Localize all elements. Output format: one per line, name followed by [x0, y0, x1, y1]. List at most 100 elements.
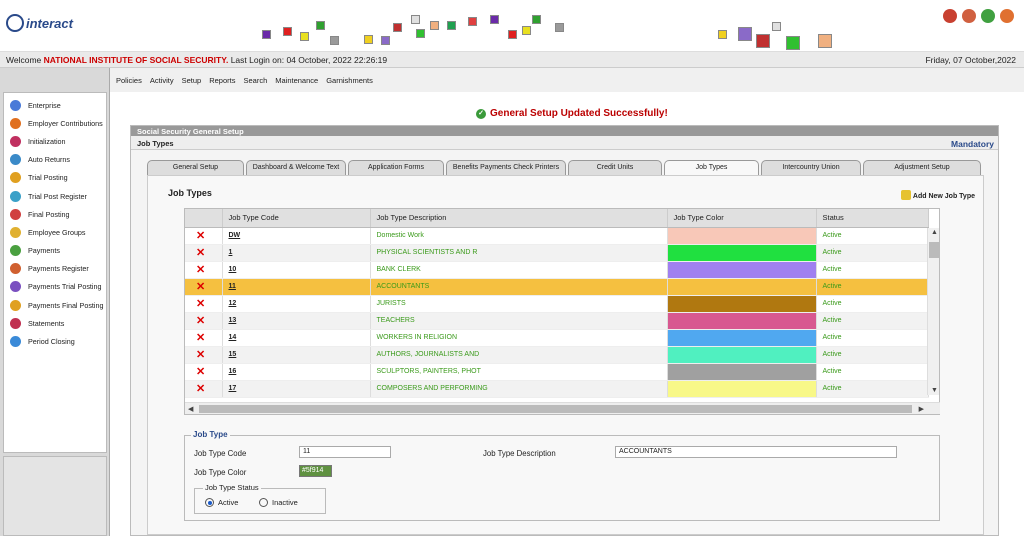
delete-icon[interactable]: ✕: [185, 261, 223, 279]
vertical-scroll-thumb[interactable]: [929, 242, 939, 258]
sidebar-item-period-closing[interactable]: Period Closing: [4, 332, 106, 350]
delete-icon[interactable]: ✕: [185, 312, 223, 330]
menu-item-policies[interactable]: Policies: [116, 76, 142, 85]
sidebar-item-employee-groups[interactable]: Employee Groups: [4, 223, 106, 241]
horizontal-scrollbar[interactable]: ◀ ▶: [185, 402, 940, 414]
sidebar-item-trial-post-register[interactable]: Trial Post Register: [4, 187, 106, 205]
help-icon[interactable]: [981, 9, 995, 23]
job-type-code-link[interactable]: 17: [222, 380, 371, 398]
tab-adjustment-setup[interactable]: Adjustment Setup: [863, 160, 981, 175]
active-radio[interactable]: Active: [205, 498, 238, 507]
table-row[interactable]: ✕ 14 WORKERS IN RELIGION Active: [185, 329, 929, 347]
add-new-job-type-button[interactable]: Add New Job Type: [900, 190, 975, 201]
menu-item-garnishments[interactable]: Garnishments: [326, 76, 373, 85]
description-input[interactable]: ACCOUNTANTS: [615, 446, 897, 458]
top-menu: Policies Activity Setup Reports Search Mainte…: [110, 68, 1024, 92]
logo-text: interact: [26, 16, 73, 31]
tab-benefits-payments-check-printers[interactable]: Benefits Payments Check Printers: [446, 160, 566, 175]
header-status[interactable]: Status: [816, 209, 929, 228]
sidebar-item-statements[interactable]: Statements: [4, 314, 106, 332]
interact-logo[interactable]: interact: [6, 6, 118, 46]
job-type-color-swatch: [667, 312, 817, 330]
radio-selected-icon: [205, 498, 214, 507]
job-type-code-link[interactable]: 14: [222, 329, 371, 347]
delete-icon[interactable]: ✕: [185, 278, 223, 296]
delete-icon[interactable]: ✕: [185, 363, 223, 381]
sidebar-item-payments[interactable]: Payments: [4, 242, 106, 260]
job-type-code-link[interactable]: 1: [222, 244, 371, 262]
job-type-code-link[interactable]: 13: [222, 312, 371, 330]
home-icon[interactable]: [943, 9, 957, 23]
table-row[interactable]: ✕ DW Domestic Work Active: [185, 227, 929, 245]
decoration-square-icon: [772, 22, 781, 31]
job-type-code-link[interactable]: 10: [222, 261, 371, 279]
scroll-left-icon[interactable]: ◀: [188, 406, 194, 413]
scroll-right-icon[interactable]: ▶: [918, 406, 924, 413]
job-type-code-link[interactable]: 16: [222, 363, 371, 381]
header-icons: [943, 9, 1014, 23]
sidebar-item-payments-trial-posting[interactable]: Payments Trial Posting: [4, 278, 106, 296]
delete-icon[interactable]: ✕: [185, 295, 223, 313]
header-description[interactable]: Job Type Description: [370, 209, 668, 228]
sidebar-item-payments-final-posting[interactable]: Payments Final Posting: [4, 296, 106, 314]
menu-item-activity[interactable]: Activity: [149, 76, 174, 85]
vertical-scrollbar[interactable]: ▲ ▼: [927, 228, 939, 395]
sidebar-item-initialization[interactable]: Initialization: [4, 132, 106, 150]
delete-icon[interactable]: ✕: [185, 227, 223, 245]
job-type-description: SCULPTORS, PAINTERS, PHOT: [370, 363, 668, 381]
sidebar-item-auto-returns[interactable]: Auto Returns: [4, 151, 106, 169]
tab-intercountry-union[interactable]: Intercountry Union: [761, 160, 861, 175]
table-row[interactable]: ✕ 1 PHYSICAL SCIENTISTS AND R Active: [185, 244, 929, 262]
menu-item-reports[interactable]: Reports: [209, 76, 236, 85]
table-row[interactable]: ✕ 15 AUTHORS, JOURNALISTS AND Active: [185, 346, 929, 364]
table-row[interactable]: ✕ 16 SCULPTORS, PAINTERS, PHOT Active: [185, 363, 929, 381]
color-picker-input[interactable]: #5f914: [299, 465, 332, 477]
logout-icon[interactable]: [1000, 9, 1014, 23]
table-row[interactable]: ✕ 10 BANK CLERK Active: [185, 261, 929, 279]
menu-item-setup[interactable]: Setup: [181, 76, 202, 85]
delete-icon[interactable]: ✕: [185, 380, 223, 398]
menu-item-maintenance[interactable]: Maintenance: [275, 76, 319, 85]
table-row[interactable]: ✕ 13 TEACHERS Active: [185, 312, 929, 330]
job-type-status: Active: [816, 312, 929, 330]
delete-icon[interactable]: ✕: [185, 329, 223, 347]
tab-credit-units[interactable]: Credit Units: [568, 160, 662, 175]
sidebar-item-final-posting[interactable]: Final Posting: [4, 205, 106, 223]
sidebar-item-enterprise[interactable]: Enterprise: [4, 96, 106, 114]
menu-item-search[interactable]: Search: [243, 76, 268, 85]
job-type-code-link[interactable]: DW: [222, 227, 371, 245]
decoration-square-icon: [262, 30, 271, 39]
horizontal-scroll-thumb[interactable]: [199, 405, 912, 413]
job-type-code-link[interactable]: 11: [222, 278, 371, 296]
table-row[interactable]: ✕ 17 COMPOSERS AND PERFORMING Active: [185, 380, 929, 398]
sidebar-item-trial-posting[interactable]: Trial Posting: [4, 169, 106, 187]
tab-job-types[interactable]: Job Types: [664, 160, 759, 175]
table-row[interactable]: ✕ 12 JURISTS Active: [185, 295, 929, 313]
scroll-up-icon[interactable]: ▲: [931, 229, 938, 236]
job-type-color-swatch: [667, 227, 817, 245]
tab-dashboard-welcome-text[interactable]: Dashboard & Welcome Text: [246, 160, 346, 175]
scroll-down-icon[interactable]: ▼: [931, 387, 938, 394]
delete-icon[interactable]: ✕: [185, 244, 223, 262]
sidebar-item-employer-contributions[interactable]: Employer Contributions: [4, 114, 106, 132]
code-input[interactable]: 11: [299, 446, 391, 458]
tab-application-forms[interactable]: Application Forms: [348, 160, 444, 175]
module-icon: [10, 190, 21, 202]
user-icon[interactable]: [962, 9, 976, 23]
job-type-color-swatch: [667, 278, 817, 296]
section-title: Job Types: [168, 188, 212, 198]
job-type-status: Active: [816, 295, 929, 313]
tab-general-setup[interactable]: General Setup: [147, 160, 244, 175]
job-type-code-link[interactable]: 12: [222, 295, 371, 313]
table-row[interactable]: ✕ 11 ACCOUNTANTS Active: [185, 278, 929, 296]
left-pane-lower: [3, 456, 107, 536]
check-circle-icon: ✓: [476, 108, 486, 119]
decoration-square-icon: [468, 17, 477, 26]
header-code[interactable]: Job Type Code: [222, 209, 371, 228]
sidebar-item-payments-register[interactable]: Payments Register: [4, 260, 106, 278]
header-color[interactable]: Job Type Color: [667, 209, 817, 228]
inactive-radio[interactable]: Inactive: [259, 498, 298, 507]
job-type-code-link[interactable]: 15: [222, 346, 371, 364]
active-radio-label: Active: [218, 498, 239, 507]
delete-icon[interactable]: ✕: [185, 346, 223, 364]
